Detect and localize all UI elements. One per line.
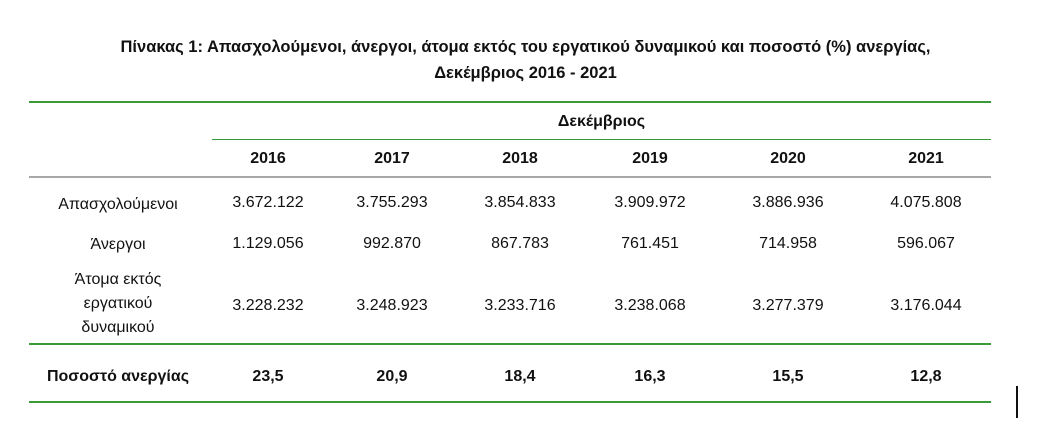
table-cell: 3.672.122 xyxy=(232,194,304,211)
row-label-unemployed: Άνεργοι xyxy=(28,233,208,257)
table-cell: 3.277.379 xyxy=(752,297,824,314)
year-header: 2017 xyxy=(374,150,410,167)
summary-cell: 23,5 xyxy=(252,368,284,385)
table-cell: 761.451 xyxy=(621,235,679,252)
row-label-line: Άνεργοι xyxy=(90,236,146,253)
summary-cell: 18,4 xyxy=(504,368,536,385)
table-cell: 1.129.056 xyxy=(232,235,304,252)
table-cell: 3.755.293 xyxy=(356,194,428,211)
table-cell: 3.238.068 xyxy=(614,297,686,314)
summary-cell: 16,3 xyxy=(634,368,666,385)
summary-cell: 15,5 xyxy=(772,368,804,385)
table-cell: 3.248.923 xyxy=(356,297,428,314)
year-header: 2019 xyxy=(632,150,668,167)
table-cell: 3.854.833 xyxy=(484,194,556,211)
table-cell: 3.176.044 xyxy=(890,297,962,314)
row-label-employed: Απασχολούμενοι xyxy=(28,193,208,217)
table-title: Πίνακας 1: Απασχολούμενοι, άνεργοι, άτομ… xyxy=(0,34,1051,86)
table-cell: 596.067 xyxy=(897,235,955,252)
row-label-unemployment-rate: Ποσοστό ανεργίας xyxy=(28,365,208,389)
text-cursor xyxy=(1016,386,1018,418)
year-header: 2016 xyxy=(250,150,286,167)
bottom-rule xyxy=(29,401,991,403)
group-header-rule xyxy=(212,139,991,140)
row-label-line: Ποσοστό ανεργίας xyxy=(46,368,190,385)
header-bottom-rule xyxy=(29,176,991,178)
table-cell: 3.228.232 xyxy=(232,297,304,314)
table-cell: 3.233.716 xyxy=(484,297,556,314)
summary-cell: 20,9 xyxy=(376,368,408,385)
row-label-line: δυναμικού xyxy=(81,319,155,336)
summary-top-rule xyxy=(29,343,991,345)
summary-cell: 12,8 xyxy=(910,368,942,385)
row-label-outside-labour-force: Άτομα εκτός εργατικού δυναμικού xyxy=(28,268,208,340)
year-header: 2021 xyxy=(908,150,944,167)
table-cell: 3.886.936 xyxy=(752,194,824,211)
table-title-line-2: Δεκέμβριος 2016 - 2021 xyxy=(434,64,617,82)
year-header: 2018 xyxy=(502,150,538,167)
row-label-line: Απασχολούμενοι xyxy=(58,196,178,213)
table-cell: 4.075.808 xyxy=(890,194,962,211)
table-title-line-1: Πίνακας 1: Απασχολούμενοι, άνεργοι, άτομ… xyxy=(120,38,931,56)
row-label-line: Άτομα εκτός xyxy=(74,271,162,288)
row-label-line: εργατικού xyxy=(83,295,153,312)
table-cell: 714.958 xyxy=(759,235,817,252)
group-header: Δεκέμβριος xyxy=(557,113,646,130)
table-cell: 3.909.972 xyxy=(614,194,686,211)
top-rule xyxy=(29,101,991,103)
table-cell: 992.870 xyxy=(363,235,421,252)
year-header: 2020 xyxy=(770,150,806,167)
table-cell: 867.783 xyxy=(491,235,549,252)
